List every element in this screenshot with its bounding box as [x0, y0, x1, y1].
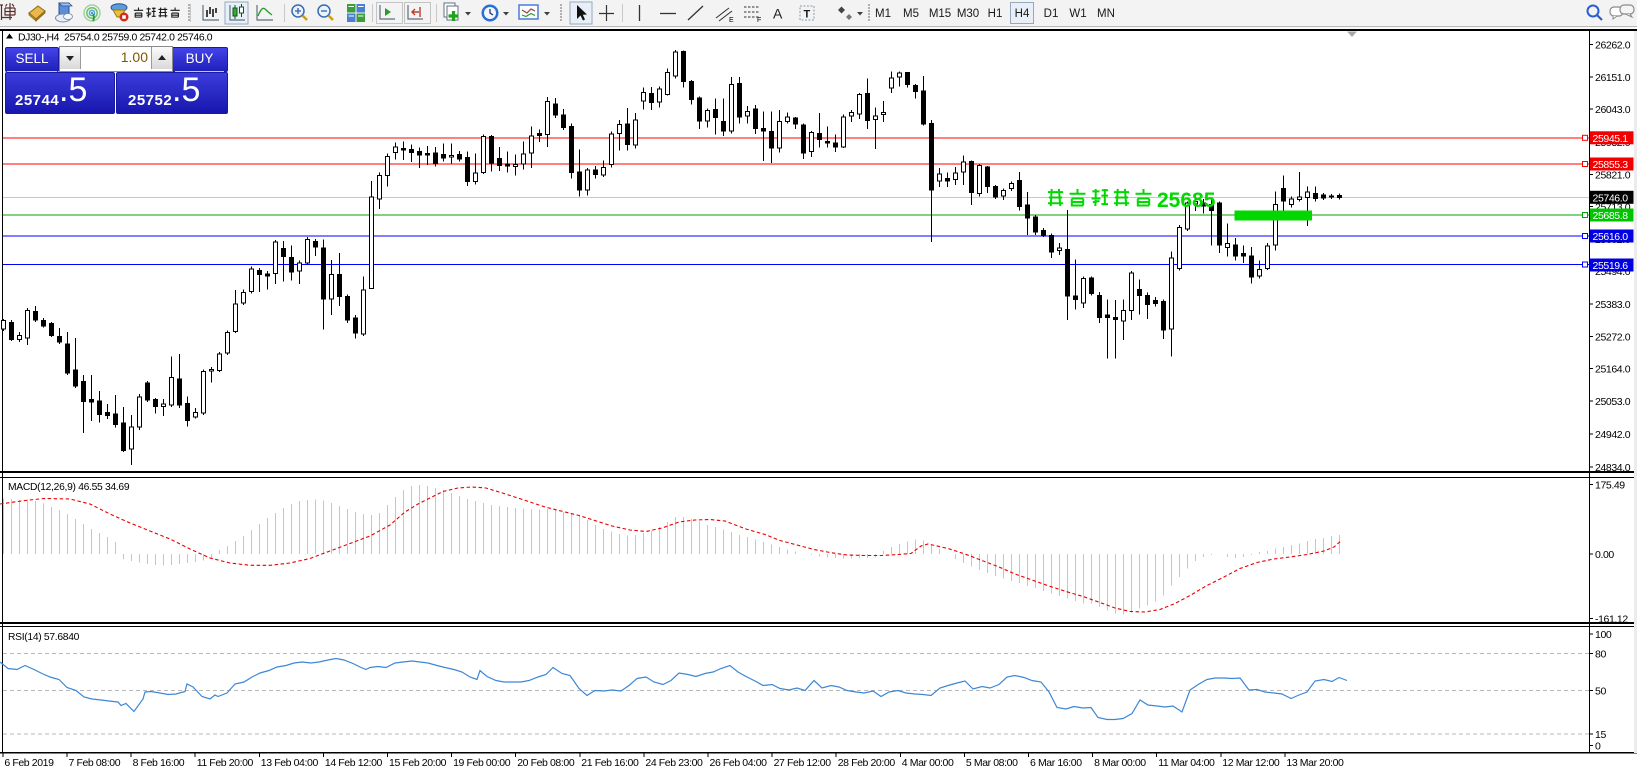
svg-text:-161.12: -161.12 [1595, 614, 1628, 626]
svg-text:24 Feb 23:00: 24 Feb 23:00 [645, 757, 703, 769]
svg-text:25383.0: 25383.0 [1595, 299, 1631, 311]
svg-text:19 Feb 00:00: 19 Feb 00:00 [453, 757, 511, 769]
svg-text:6 Feb 2019: 6 Feb 2019 [4, 757, 54, 769]
svg-text:28 Feb 20:00: 28 Feb 20:00 [838, 757, 896, 769]
svg-text:D1: D1 [1044, 8, 1059, 20]
svg-text:26 Feb 04:00: 26 Feb 04:00 [710, 757, 768, 769]
svg-text:M1: M1 [875, 8, 891, 20]
svg-text:26151.0: 26151.0 [1595, 72, 1631, 84]
svg-text:M30: M30 [957, 8, 979, 20]
svg-text:175.49: 175.49 [1595, 480, 1625, 492]
svg-text:25164.0: 25164.0 [1595, 363, 1631, 375]
svg-text:12 Mar 12:00: 12 Mar 12:00 [1222, 757, 1280, 769]
svg-text:27 Feb 12:00: 27 Feb 12:00 [774, 757, 832, 769]
svg-text:24942.0: 24942.0 [1595, 429, 1631, 441]
svg-text:7 Feb 08:00: 7 Feb 08:00 [69, 757, 121, 769]
svg-text:M5: M5 [903, 8, 919, 20]
svg-text:RSI(14) 57.6840: RSI(14) 57.6840 [8, 632, 80, 643]
svg-text:25272.0: 25272.0 [1595, 332, 1631, 344]
svg-text:5 Mar 08:00: 5 Mar 08:00 [966, 757, 1018, 769]
svg-text:MACD(12,26,9) 46.55 34.69: MACD(12,26,9) 46.55 34.69 [8, 482, 130, 493]
svg-text:50: 50 [1595, 686, 1606, 698]
svg-text:14 Feb 12:00: 14 Feb 12:00 [325, 757, 383, 769]
svg-text:20 Feb 08:00: 20 Feb 08:00 [517, 757, 575, 769]
svg-text:25616.0: 25616.0 [1593, 231, 1629, 243]
svg-text:25821.0: 25821.0 [1595, 170, 1631, 182]
svg-text:A: A [773, 6, 783, 22]
svg-text:0: 0 [1595, 741, 1601, 753]
svg-text:80: 80 [1595, 648, 1606, 660]
svg-text:0.00: 0.00 [1595, 549, 1614, 561]
svg-text:21 Feb 16:00: 21 Feb 16:00 [581, 757, 639, 769]
svg-text:26262.0: 26262.0 [1595, 40, 1631, 52]
svg-text:H1: H1 [988, 8, 1003, 20]
svg-text:11 Mar 04:00: 11 Mar 04:00 [1158, 757, 1215, 769]
svg-text:8 Feb 16:00: 8 Feb 16:00 [133, 757, 185, 769]
svg-text:25519.6: 25519.6 [1593, 260, 1629, 272]
svg-text:25685.8: 25685.8 [1593, 210, 1629, 222]
svg-text:8 Mar 00:00: 8 Mar 00:00 [1094, 757, 1146, 769]
svg-text:15 Feb 20:00: 15 Feb 20:00 [389, 757, 447, 769]
svg-text:25855.3: 25855.3 [1593, 159, 1629, 171]
svg-text:25945.1: 25945.1 [1593, 133, 1629, 145]
svg-text:F: F [757, 17, 761, 24]
svg-text:T: T [804, 9, 811, 21]
svg-text:24834.0: 24834.0 [1595, 462, 1631, 474]
svg-text:25685: 25685 [1157, 189, 1216, 212]
svg-text:DJ30-,H4 25754.0 25759.0 2574: DJ30-,H4 25754.0 25759.0 25742.0 25746.0 [18, 33, 213, 44]
svg-text:13 Mar 20:00: 13 Mar 20:00 [1286, 757, 1344, 769]
svg-text:15: 15 [1595, 729, 1606, 741]
svg-text:25053.0: 25053.0 [1595, 396, 1631, 408]
svg-text:26043.0: 26043.0 [1595, 104, 1631, 116]
svg-text:H4: H4 [1015, 8, 1030, 20]
svg-text:MN: MN [1097, 8, 1115, 20]
svg-text:100: 100 [1595, 629, 1612, 641]
svg-text:4 Mar 00:00: 4 Mar 00:00 [902, 757, 954, 769]
svg-text:13 Feb 04:00: 13 Feb 04:00 [261, 757, 319, 769]
svg-text:M15: M15 [929, 8, 951, 20]
svg-text:11 Feb 20:00: 11 Feb 20:00 [197, 757, 254, 769]
svg-text:W1: W1 [1069, 8, 1086, 20]
svg-text:6 Mar 16:00: 6 Mar 16:00 [1030, 757, 1082, 769]
svg-text:25746.0: 25746.0 [1593, 192, 1629, 204]
svg-text:E: E [729, 17, 734, 24]
